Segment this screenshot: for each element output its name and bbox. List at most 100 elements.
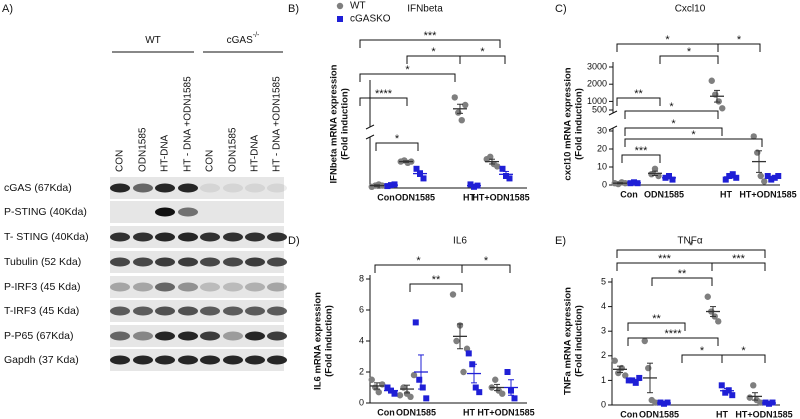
significance-bracket [627,337,719,346]
significance-bracket [375,142,419,151]
data-point [467,181,474,188]
data-point [708,77,715,84]
y-tick-label: 20 [597,143,607,153]
blot-band [178,331,198,341]
data-point [622,372,629,379]
group-text: cGAS [227,35,253,46]
data-point [757,172,764,180]
significance-bracket [627,322,686,331]
significance-bracket [717,43,761,52]
significance-bracket [461,264,511,273]
x-tick-label: HT+ODN1585 [735,409,792,419]
blot-band [267,355,287,365]
blot-band [155,355,175,365]
y-axis-label: (Fold induction) [340,88,351,160]
data-point [761,178,768,185]
data-point [651,165,659,172]
data-point [641,337,648,345]
blot-band [267,331,287,341]
blot-band [178,257,198,267]
data-point [733,174,740,181]
significance-label: * [700,345,705,357]
blot-band [110,355,130,365]
data-point [768,176,775,183]
blot-band [200,282,220,292]
y-axis-label: (Fold induction) [574,88,585,160]
blot-band [223,257,243,267]
significance-bracket [721,354,766,363]
x-tick-label: ODN1585 [395,192,435,202]
data-point [423,395,430,402]
y-tick-label: 8 [359,273,364,283]
data-point [391,181,398,188]
significance-label: * [737,34,742,46]
data-point [384,183,391,190]
row-label: Gapdh (37 Kda) [4,354,79,366]
data-point [460,368,467,376]
data-point [729,392,736,399]
lane-label: HT-DNA [160,134,171,172]
data-point [416,376,423,383]
significance-label: * [480,46,485,58]
data-point [652,399,659,406]
blot-band [110,331,130,341]
significance-bracket [711,262,766,271]
significance-bracket [359,97,408,106]
blot-band [155,331,175,341]
data-point [420,175,427,182]
data-point [718,382,725,389]
blot-band [223,355,243,365]
group-superscript: -/- [253,32,260,39]
data-point [494,163,501,170]
chart-title: IL6 [453,236,467,247]
y-tick-label: 0 [601,399,606,409]
legend-label: cGASKO [350,14,391,25]
panel-label: E) [555,235,566,247]
data-point [462,101,469,109]
data-point [453,337,460,345]
blot-band [110,306,130,316]
data-point [375,388,382,396]
significance-bracket [459,55,506,64]
significance-bracket [359,39,501,48]
blot-band [267,232,287,242]
blot-band [133,355,153,365]
x-tick-label: HT+ODN1585 [477,407,534,417]
data-point [746,394,753,401]
blot-band [155,306,175,316]
blot-band [155,207,175,217]
blot-band [110,257,130,267]
blot-band [245,257,265,267]
significance-label: * [687,46,692,58]
significance-label: * [691,129,696,141]
group-label: WT [145,35,161,46]
x-tick-label: ODN1585 [396,407,436,417]
y-tick-label: 1000 [587,96,607,106]
blot-band [223,282,243,292]
data-point [611,357,618,364]
data-point [492,376,499,383]
significance-bracket [621,154,661,163]
row-label: P-STING (40Kda) [4,206,87,218]
data-point [729,171,736,178]
data-point [719,105,726,112]
y-axis-label: (Fold induction) [574,305,585,377]
significance-label: *** [658,253,672,265]
significance-label: * [484,255,489,267]
x-tick-label: HT+ODN1585 [739,189,796,199]
y-axis-label: cxcl10 mRNA expression [563,67,574,180]
significance-label: * [671,118,676,130]
data-point [648,171,655,178]
blot-band [200,331,220,341]
panel-label: C) [555,3,567,15]
lane-label: CON [205,150,216,172]
y-tick-label: 0 [359,397,364,407]
significance-bracket [409,283,463,292]
blot-band [245,282,265,292]
blot-band [245,355,265,365]
lane-label: HT - DNA +ODN1585 [183,76,194,172]
data-point [413,165,420,172]
x-tick-label: HT [463,407,475,417]
x-tick-label: Con [377,192,395,202]
significance-bracket [659,55,719,64]
